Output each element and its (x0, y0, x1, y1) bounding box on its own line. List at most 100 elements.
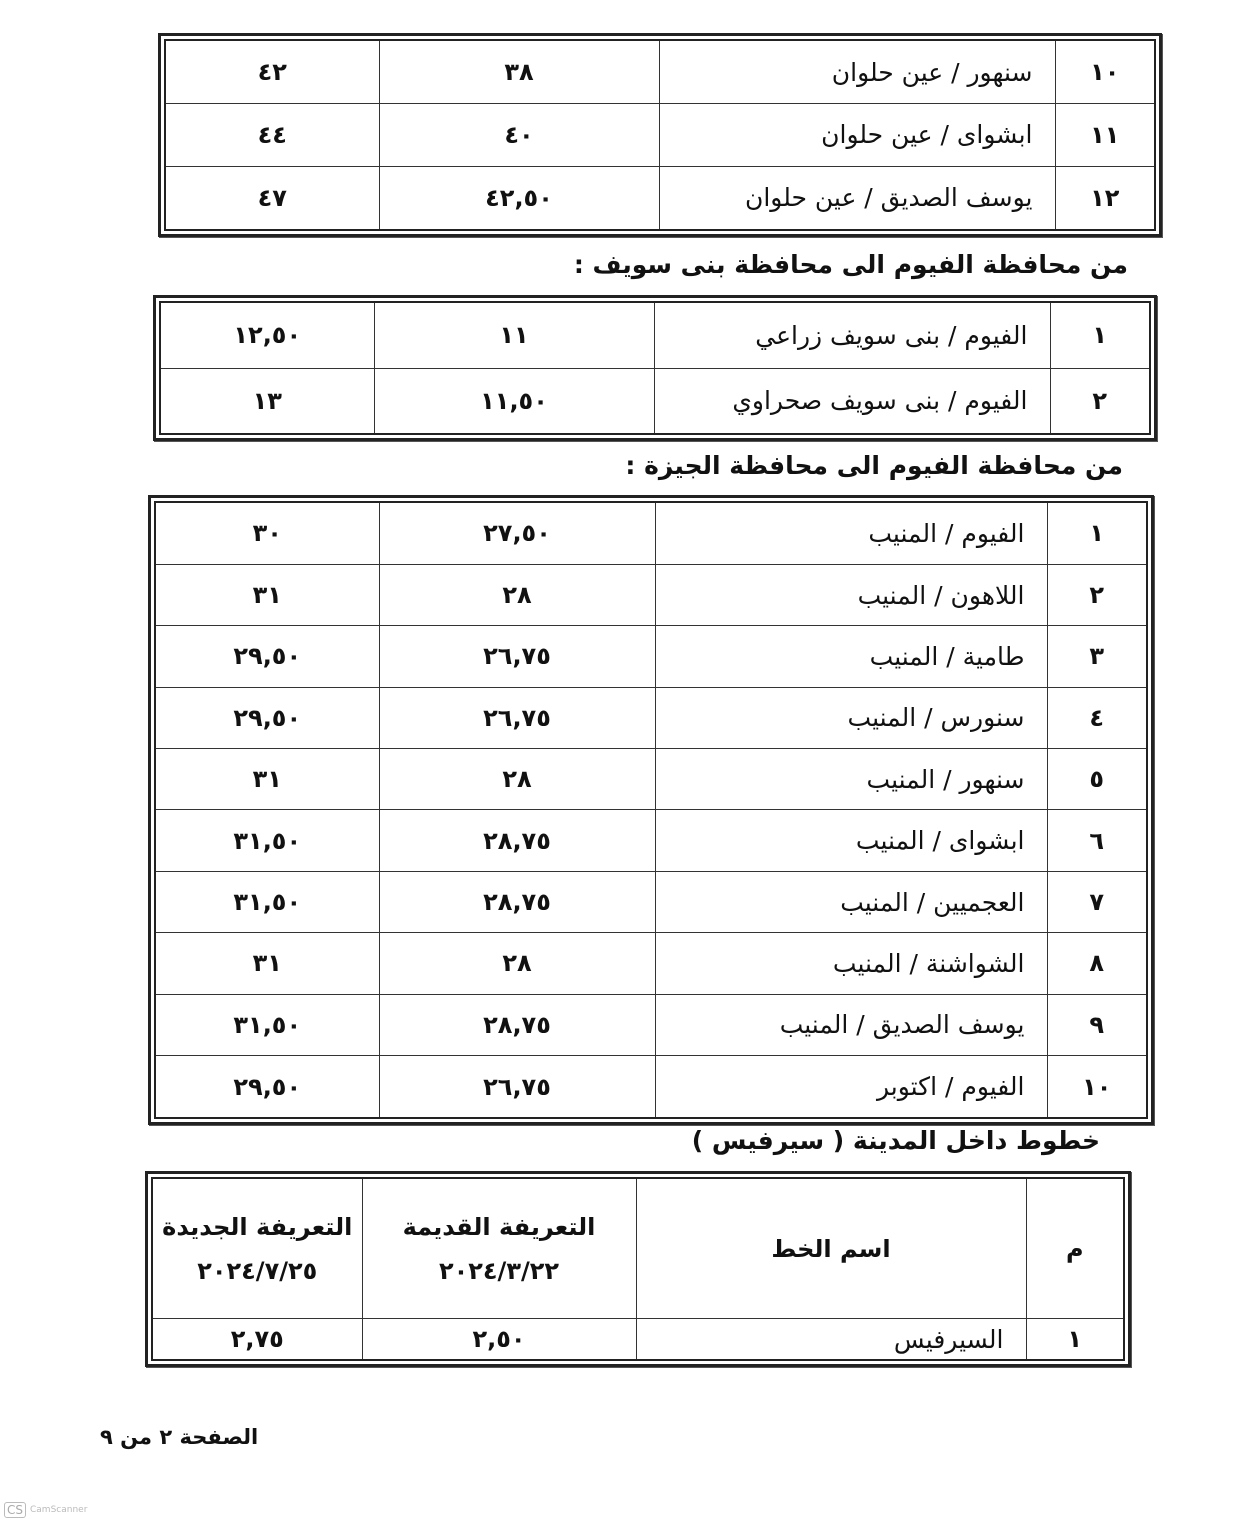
table-row: ٨ الشواشنة / المنيب ٢٨ ٣١ (154, 932, 1148, 995)
new-fare: ٣١ (154, 563, 380, 627)
row-number: ٨ (1046, 932, 1148, 995)
old-fare: ٢٨ (378, 748, 656, 811)
table-row: ١١ ابشواى / عين حلوان ٤٠ ٤٤ (164, 103, 1156, 167)
table-row: ٢ الفيوم / بنى سويف صحراوي ١١,٥٠ ١٣ (159, 367, 1151, 435)
new-fare: ٣١,٥٠ (154, 809, 380, 872)
new-fare: ٤٧ (164, 165, 380, 231)
old-fare: ٤٠ (378, 103, 660, 167)
row-number: ٢ (1049, 367, 1151, 435)
row-number: ١ (1049, 301, 1151, 369)
old-fare: ٢٨ (378, 932, 656, 995)
old-fare: ٢٨,٧٥ (378, 809, 656, 872)
new-fare: ٤٢ (164, 39, 380, 105)
table-row: ١٠ الفيوم / اكتوبر ٢٦,٧٥ ٢٩,٥٠ (154, 1055, 1148, 1119)
table-fayoum-helwan: ١٠ سنهور / عين حلوان ٣٨ ٤٢ ١١ ابشواى / عين حل… (158, 33, 1162, 237)
table-row: ٤ سنورس / المنيب ٢٦,٧٥ ٢٩,٥٠ (154, 686, 1148, 750)
new-fare: ٤٤ (164, 103, 380, 167)
new-fare: ٢,٧٥ (151, 1318, 363, 1361)
row-number: ٧ (1046, 870, 1148, 934)
old-fare: ٢٦,٧٥ (378, 686, 656, 750)
row-number: ٩ (1046, 993, 1148, 1057)
row-number: ٤ (1046, 686, 1148, 750)
new-fare: ١٢,٥٠ (159, 301, 375, 369)
header-new-fare: التعريفة الجديدة ٢٠٢٤/٧/٢٥ (151, 1177, 363, 1320)
new-fare: ٢٩,٥٠ (154, 1055, 380, 1119)
table-fayoum-beni-suef: ١ الفيوم / بنى سويف زراعي ١١ ١٢,٥٠ ٢ الفيوم /… (153, 295, 1157, 441)
line-name: اللاهون / المنيب (654, 563, 1048, 627)
line-name: الفيوم / بنى سويف زراعي (653, 301, 1051, 369)
old-fare: ٢٨ (378, 563, 656, 627)
row-number: ٥ (1046, 748, 1148, 811)
row-number: ١ (1046, 501, 1148, 565)
line-name: الفيوم / المنيب (654, 501, 1048, 565)
table-row: ١ الفيوم / المنيب ٢٧,٥٠ ٣٠ (154, 501, 1148, 565)
new-fare: ٣١,٥٠ (154, 993, 380, 1057)
line-name: يوسف الصديق / المنيب (654, 993, 1048, 1057)
header-new-fare-date: ٢٠٢٤/٧/٢٥ (197, 1256, 318, 1285)
table-row: ١٢ يوسف الصديق / عين حلوان ٤٢,٥٠ ٤٧ (164, 165, 1156, 231)
header-old-fare-label: التعريفة القديمة (402, 1212, 596, 1241)
line-name: الفيوم / بنى سويف صحراوي (653, 367, 1051, 435)
old-fare: ٣٨ (378, 39, 660, 105)
header-old-fare-date: ٢٠٢٤/٣/٢٢ (438, 1256, 560, 1285)
new-fare: ٣١ (154, 932, 380, 995)
old-fare: ٢٦,٧٥ (378, 625, 656, 688)
header-line-name: اسم الخط (635, 1177, 1027, 1320)
table-row: ٢ اللاهون / المنيب ٢٨ ٣١ (154, 563, 1148, 627)
scanner-logo: CS (4, 1502, 26, 1518)
line-name: يوسف الصديق / عين حلوان (658, 165, 1056, 231)
line-name: سنهور / المنيب (654, 748, 1048, 811)
heading-giza: من محافظة الفيوم الى محافظة الجيزة : (625, 451, 1123, 480)
row-number: ١٠ (1054, 39, 1156, 105)
new-fare: ٣١ (154, 748, 380, 811)
scanner-watermark-text: CamScanner (30, 1505, 88, 1515)
row-number: ١١ (1054, 103, 1156, 167)
new-fare: ١٣ (159, 367, 375, 435)
page-number: الصفحة ٢ من ٩ (100, 1425, 259, 1449)
new-fare: ٣٠ (154, 501, 380, 565)
row-number: ١٠ (1046, 1055, 1148, 1119)
old-fare: ٢٨,٧٥ (378, 870, 656, 934)
header-no: م (1025, 1177, 1125, 1320)
row-number: ١ (1025, 1318, 1125, 1361)
old-fare: ٤٢,٥٠ (378, 165, 660, 231)
row-number: ٢ (1046, 563, 1148, 627)
table-row: ٣ طامية / المنيب ٢٦,٧٥ ٢٩,٥٠ (154, 625, 1148, 688)
heading-service: خطوط داخل المدينة ( سيرفيس ) (691, 1126, 1100, 1155)
line-name: سنورس / المنيب (654, 686, 1048, 750)
table-row: ٥ سنهور / المنيب ٢٨ ٣١ (154, 748, 1148, 811)
line-name: العجميين / المنيب (654, 870, 1048, 934)
heading-beni-suef: من محافظة الفيوم الى محافظة بنى سويف : (573, 250, 1128, 279)
table-fayoum-giza: ١ الفيوم / المنيب ٢٧,٥٠ ٣٠ ٢ اللاهون / المنيب… (148, 495, 1154, 1125)
line-name: السيرفيس (635, 1318, 1027, 1361)
header-new-fare-label: التعريفة الجديدة (162, 1212, 353, 1241)
old-fare: ١١,٥٠ (373, 367, 655, 435)
row-number: ١٢ (1054, 165, 1156, 231)
row-number: ٣ (1046, 625, 1148, 688)
new-fare: ٢٩,٥٠ (154, 686, 380, 750)
scanner-watermark: CS CamScanner (4, 1502, 87, 1518)
line-name: الفيوم / اكتوبر (654, 1055, 1048, 1119)
new-fare: ٢٩,٥٠ (154, 625, 380, 688)
row-number: ٦ (1046, 809, 1148, 872)
table-header-row: م اسم الخط التعريفة القديمة ٢٠٢٤/٣/٢٢ الت… (151, 1177, 1125, 1320)
table-row: ١ السيرفيس ٢,٥٠ ٢,٧٥ (151, 1318, 1125, 1361)
new-fare: ٣١,٥٠ (154, 870, 380, 934)
old-fare: ٢٨,٧٥ (378, 993, 656, 1057)
table-row: ٦ ابشواى / المنيب ٢٨,٧٥ ٣١,٥٠ (154, 809, 1148, 872)
table-row: ٧ العجميين / المنيب ٢٨,٧٥ ٣١,٥٠ (154, 870, 1148, 934)
table-service: م اسم الخط التعريفة القديمة ٢٠٢٤/٣/٢٢ الت… (145, 1171, 1131, 1367)
old-fare: ١١ (373, 301, 655, 369)
line-name: الشواشنة / المنيب (654, 932, 1048, 995)
line-name: سنهور / عين حلوان (658, 39, 1056, 105)
old-fare: ٢٧,٥٠ (378, 501, 656, 565)
table-row: ١٠ سنهور / عين حلوان ٣٨ ٤٢ (164, 39, 1156, 105)
header-old-fare: التعريفة القديمة ٢٠٢٤/٣/٢٢ (361, 1177, 637, 1320)
line-name: طامية / المنيب (654, 625, 1048, 688)
line-name: ابشواى / المنيب (654, 809, 1048, 872)
old-fare: ٢,٥٠ (361, 1318, 637, 1361)
line-name: ابشواى / عين حلوان (658, 103, 1056, 167)
table-row: ٩ يوسف الصديق / المنيب ٢٨,٧٥ ٣١,٥٠ (154, 993, 1148, 1057)
old-fare: ٢٦,٧٥ (378, 1055, 656, 1119)
table-row: ١ الفيوم / بنى سويف زراعي ١١ ١٢,٥٠ (159, 301, 1151, 369)
